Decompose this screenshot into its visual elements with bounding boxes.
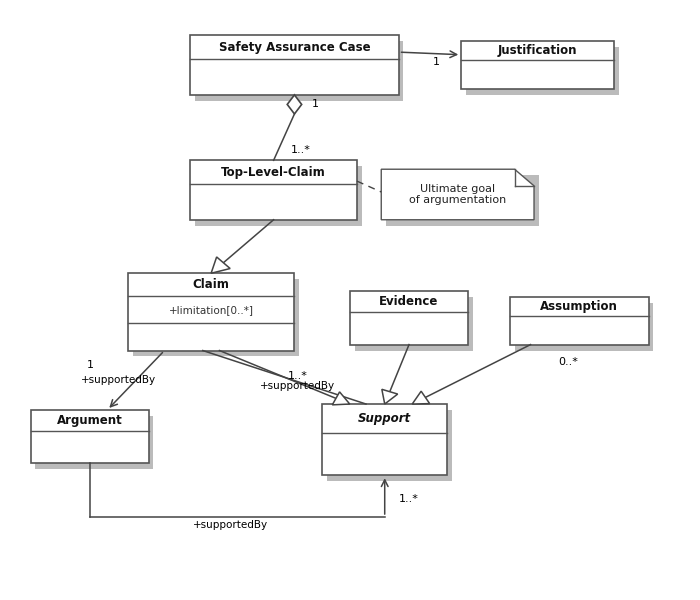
Text: Justification: Justification xyxy=(498,44,578,58)
Text: 1: 1 xyxy=(88,361,94,370)
Bar xyxy=(466,47,619,95)
Bar xyxy=(461,41,614,89)
Bar xyxy=(128,273,295,350)
Bar xyxy=(190,160,357,220)
Bar xyxy=(355,297,473,350)
Bar xyxy=(350,291,468,344)
Polygon shape xyxy=(332,392,350,405)
Text: Assumption: Assumption xyxy=(540,300,618,313)
Text: Ultimate goal
of argumentation: Ultimate goal of argumentation xyxy=(409,184,506,205)
Polygon shape xyxy=(382,169,534,220)
Text: 1..*: 1..* xyxy=(398,494,419,504)
Text: +supportedBy: +supportedBy xyxy=(81,375,156,385)
Text: 1: 1 xyxy=(433,57,440,67)
Bar xyxy=(190,35,398,95)
Bar xyxy=(510,297,649,344)
Text: 1: 1 xyxy=(312,100,318,109)
Text: Safety Assurance Case: Safety Assurance Case xyxy=(218,41,370,54)
Bar xyxy=(31,410,148,463)
Text: Support: Support xyxy=(358,412,412,425)
Bar xyxy=(327,410,452,481)
Bar xyxy=(195,166,362,226)
Text: 1..*: 1..* xyxy=(288,371,307,381)
Bar xyxy=(36,416,153,469)
Polygon shape xyxy=(211,257,230,273)
Bar xyxy=(195,41,403,101)
Bar xyxy=(514,303,654,350)
Polygon shape xyxy=(386,175,539,226)
Text: +supportedBy: +supportedBy xyxy=(260,381,335,391)
Text: +limitation[0..*]: +limitation[0..*] xyxy=(169,305,253,315)
Text: 1..*: 1..* xyxy=(291,145,311,155)
Text: Evidence: Evidence xyxy=(379,295,439,308)
Text: 0..*: 0..* xyxy=(559,358,578,367)
Bar xyxy=(322,404,447,475)
Text: Top-Level-Claim: Top-Level-Claim xyxy=(221,166,326,179)
Polygon shape xyxy=(287,95,302,114)
Bar xyxy=(132,279,300,356)
Polygon shape xyxy=(412,391,430,404)
Text: Argument: Argument xyxy=(57,414,122,427)
Text: +supportedBy: +supportedBy xyxy=(193,520,268,530)
Polygon shape xyxy=(382,389,398,404)
Text: Claim: Claim xyxy=(193,278,230,292)
